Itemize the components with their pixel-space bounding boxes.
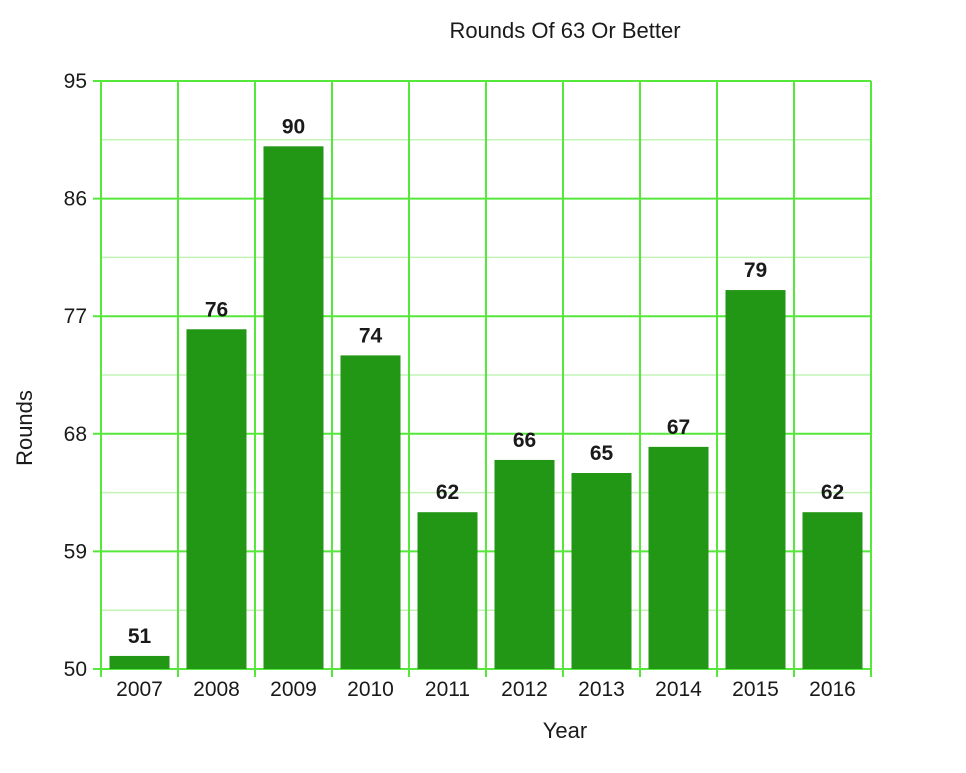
- bar: [186, 329, 247, 669]
- bar-value-label: 66: [513, 429, 536, 452]
- x-tick-label: 2007: [116, 678, 163, 701]
- y-tick-label: 59: [64, 540, 87, 563]
- bar: [725, 290, 786, 669]
- bar: [417, 512, 478, 669]
- x-axis-ticks: 2007 2008 2009 2010 2011 2012 2013 2014 2015 2016: [116, 678, 856, 701]
- x-axis-label: Year: [543, 718, 587, 743]
- bar-value-labels: 51 76 90 74 62 66 65 67 79 62: [128, 115, 844, 648]
- x-tick-label: 2011: [425, 678, 470, 701]
- y-tick-label: 50: [64, 658, 87, 681]
- x-tick-label: 2016: [809, 678, 856, 701]
- bar: [494, 459, 555, 669]
- x-tick-label: 2014: [655, 678, 702, 701]
- y-tick-label: 77: [64, 305, 87, 328]
- x-tick-label: 2015: [732, 678, 779, 701]
- bar-value-label: 90: [282, 115, 305, 138]
- y-axis-ticks: 50 59 68 77 86 95: [64, 70, 87, 681]
- x-tick-label: 2008: [193, 678, 240, 701]
- bar: [571, 473, 632, 669]
- bar-value-label: 74: [359, 324, 383, 347]
- x-tick-label: 2010: [347, 678, 394, 701]
- bar: [340, 355, 401, 669]
- x-tick-label: 2009: [270, 678, 317, 701]
- bars: [109, 146, 863, 670]
- bar: [802, 512, 863, 669]
- bar-value-label: 79: [744, 259, 767, 282]
- bar-value-label: 62: [436, 481, 459, 504]
- y-tick-label: 68: [64, 423, 87, 446]
- chart-title: Rounds Of 63 Or Better: [449, 18, 680, 43]
- bar-value-label: 65: [590, 442, 614, 465]
- x-tick-label: 2013: [578, 678, 625, 701]
- bar: [648, 446, 709, 669]
- x-tick-label: 2012: [501, 678, 548, 701]
- bar-value-label: 76: [205, 298, 228, 321]
- bar: [109, 655, 170, 669]
- bar-value-label: 62: [821, 481, 844, 504]
- bar-value-label: 67: [667, 416, 690, 439]
- y-tick-label: 86: [64, 188, 87, 211]
- bar: [263, 146, 324, 670]
- bar-value-label: 51: [128, 625, 152, 648]
- y-axis-label: Rounds: [12, 390, 37, 466]
- y-tick-label: 95: [64, 70, 87, 93]
